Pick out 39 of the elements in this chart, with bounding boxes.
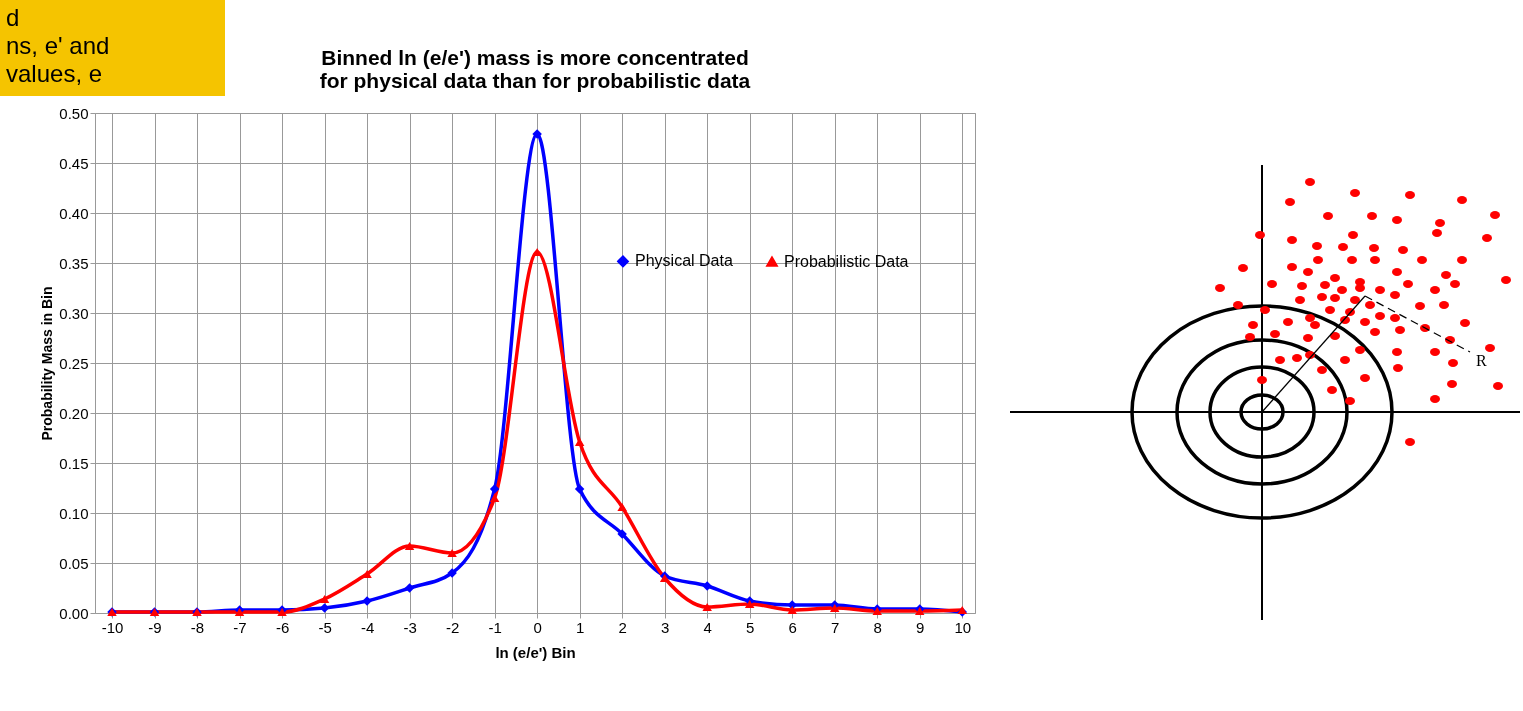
y-tick-label: 0.25 bbox=[59, 354, 89, 372]
y-tick-label: 0.15 bbox=[59, 454, 89, 472]
x-tick-label: 2 bbox=[618, 618, 627, 636]
x-tick-label: 5 bbox=[746, 618, 755, 636]
y-tick-label: 0.00 bbox=[59, 604, 89, 622]
legend-label: Physical Data bbox=[635, 252, 733, 270]
x-tick-label: 6 bbox=[788, 618, 797, 636]
note-box: d ns, e' and values, e bbox=[0, 0, 225, 96]
x-tick-label: -6 bbox=[275, 618, 290, 636]
x-tick-label: 4 bbox=[703, 618, 712, 636]
x-tick-label: -5 bbox=[318, 618, 332, 636]
target-diagram: R bbox=[1010, 160, 1520, 630]
x-tick-label: 9 bbox=[916, 618, 925, 636]
x-axis-title: ln (e/e') Bin bbox=[495, 643, 576, 661]
y-tick-label: 0.10 bbox=[59, 504, 89, 522]
y-tick-label: 0.45 bbox=[59, 154, 89, 172]
y-tick-label: 0.35 bbox=[59, 254, 89, 272]
chart-title: Binned ln (e/e') mass is more concentrated for physical data than for probabilistic data bbox=[319, 46, 751, 92]
x-tick-label: 3 bbox=[660, 618, 670, 636]
x-tick-label: -1 bbox=[488, 618, 502, 636]
y-axis-title: Probability Mass in Bin bbox=[39, 286, 56, 441]
x-tick-label: 8 bbox=[873, 618, 882, 636]
x-tick-label: 10 bbox=[954, 618, 972, 636]
x-tick-label: 0 bbox=[533, 618, 542, 636]
y-tick-label: 0.50 bbox=[59, 104, 89, 122]
x-tick-label: -2 bbox=[445, 618, 460, 636]
legend-label: Probabilistic Data bbox=[784, 252, 909, 270]
x-tick-label: -10 bbox=[101, 618, 124, 636]
x-tick-label: -3 bbox=[403, 618, 417, 636]
x-tick-label: -4 bbox=[360, 618, 375, 636]
x-tick-label: 1 bbox=[575, 618, 585, 636]
x-tick-label: -8 bbox=[190, 618, 205, 636]
x-tick-label: -9 bbox=[148, 618, 162, 636]
x-tick-label: -7 bbox=[233, 618, 247, 636]
y-tick-label: 0.30 bbox=[59, 304, 89, 322]
y-tick-label: 0.05 bbox=[59, 554, 89, 572]
y-tick-label: 0.20 bbox=[59, 404, 89, 422]
y-tick-label: 0.40 bbox=[59, 204, 89, 222]
x-tick-label: 7 bbox=[831, 618, 840, 636]
